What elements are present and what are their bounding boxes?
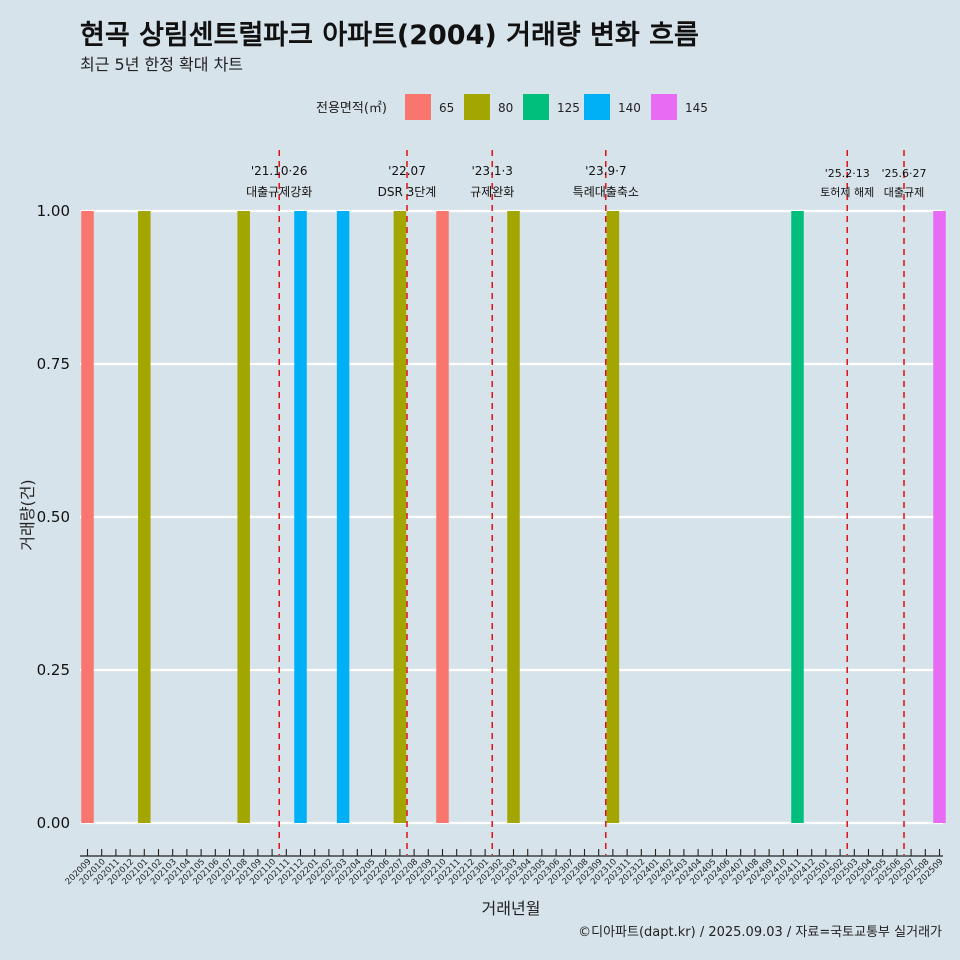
y-tick-label: 0.50 — [37, 508, 70, 526]
plot-area: 0.00 0.25 0.50 0.75 1.00 '21.10·26 대출규제강화 '22.0… — [37, 150, 946, 887]
annotation-date: '22.07 — [388, 164, 426, 178]
annotation-label: DSR 3단계 — [378, 185, 437, 199]
bar-202310-80 — [606, 211, 620, 823]
annotation-date: '23.9·7 — [585, 164, 626, 178]
bar-202207-80 — [393, 211, 407, 823]
legend-label-125: 125 — [557, 101, 580, 115]
legend-swatch-140 — [584, 94, 610, 120]
annotation-date: '21.10·26 — [251, 164, 308, 178]
y-tick-label: 0.75 — [37, 355, 70, 373]
bar-202009-65 — [81, 211, 94, 823]
legend-title: 전용면적(㎡) — [316, 101, 387, 116]
annotation-label: 대출규제 — [884, 186, 924, 199]
annotation-label: 토허제 해제 — [820, 185, 874, 199]
y-axis-title: 거래량(건) — [18, 479, 37, 550]
annotation-date: '23.1·3 — [471, 164, 512, 178]
legend: 전용면적(㎡) 65 80 125 140 145 — [316, 94, 708, 120]
legend-swatch-125 — [523, 94, 549, 120]
bar-202509-145 — [933, 211, 946, 823]
bar-202108-80 — [237, 211, 250, 823]
legend-label-65: 65 — [439, 101, 454, 115]
chart-subtitle: 최근 5년 한정 확대 차트 — [80, 55, 243, 74]
annotation-label: 규제완화 — [470, 185, 514, 199]
y-tick-label: 1.00 — [37, 202, 70, 220]
chart-title: 현곡 상림센트럴파크 아파트(2004) 거래량 변화 흐름 — [80, 20, 699, 51]
x-axis-title: 거래년월 — [482, 899, 541, 918]
y-tick-label: 0.25 — [37, 661, 70, 679]
bar-202411-125 — [791, 211, 804, 823]
legend-label-80: 80 — [498, 101, 513, 115]
annotation-date: '25.6·27 — [881, 167, 926, 180]
annotation-label: 대출규제강화 — [246, 185, 312, 199]
legend-swatch-80 — [464, 94, 490, 120]
legend-swatch-145 — [651, 94, 677, 120]
annotation-date: '25.2·13 — [825, 167, 870, 180]
annotation-label: 특례대출축소 — [573, 185, 639, 199]
bar-202210-65 — [436, 211, 449, 823]
bar-202303-80 — [507, 211, 520, 823]
legend-label-140: 140 — [618, 101, 641, 115]
bar-202203-140 — [336, 211, 350, 823]
bar-202112-140 — [294, 211, 307, 823]
legend-swatch-65 — [405, 94, 431, 120]
y-tick-label: 0.00 — [37, 814, 70, 832]
caption: ©디아파트(dapt.kr) / 2025.09.03 / 자료=국토교통부 실… — [578, 925, 942, 940]
legend-label-145: 145 — [685, 101, 708, 115]
bar-202101-80 — [138, 211, 151, 823]
